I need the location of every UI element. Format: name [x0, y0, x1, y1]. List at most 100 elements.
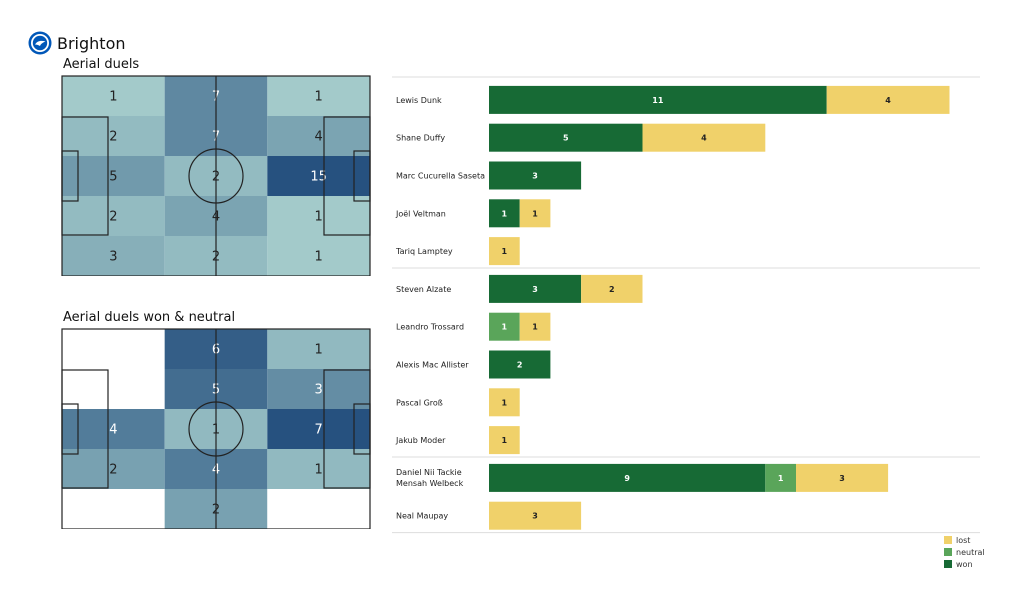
bar-value-label: 3: [532, 172, 538, 181]
heatmap-cell: [62, 196, 165, 236]
bar-segment-won: [489, 199, 520, 228]
heatmap-cell-value: 3: [109, 250, 117, 265]
aerial-duels-won-neutral-title: Aerial duels won & neutral: [63, 310, 236, 325]
bar-value-label: 11: [652, 96, 664, 105]
right-goal-box: [353, 150, 371, 202]
heatmap-cell-value: 2: [109, 463, 117, 478]
player-name-line: Marc Cucurella Saseta: [396, 172, 485, 181]
player-name-label: Neal Maupay: [396, 512, 448, 521]
bar-segment-lost: [581, 274, 643, 303]
aerial-duels-won-neutral-heatmap: 61534172412: [61, 328, 371, 529]
legend-swatch-won: [944, 560, 952, 568]
heatmap-cell-value: 2: [109, 210, 117, 225]
heatmap-cell: [62, 116, 165, 156]
bar-value-label: 3: [839, 474, 845, 483]
heatmap-cell-value: 7: [315, 423, 323, 438]
bar-value-label: 1: [532, 323, 538, 332]
heatmap-cell: [267, 156, 370, 196]
heatmap-cell: [62, 489, 165, 529]
team-header: Brighton: [28, 30, 126, 56]
bar-segment-won: [489, 85, 827, 114]
heatmap-cell: [267, 196, 370, 236]
heatmap-cell-value: 1: [109, 90, 117, 105]
right-goal-box: [353, 403, 371, 455]
left-goal-box: [61, 150, 79, 202]
bar-segment-lost: [826, 85, 950, 114]
player-name-line: Pascal Groß: [396, 398, 443, 407]
bar-segment-lost: [489, 426, 520, 455]
heatmap-cell-value: 2: [109, 130, 117, 145]
chart-legend: lost neutral won: [944, 534, 985, 570]
heatmap-cell: [267, 489, 370, 529]
heatmap-cell-value: 4: [315, 130, 323, 145]
player-name-line: Joël Veltman: [395, 209, 446, 218]
legend-item-won: won: [944, 558, 985, 570]
player-name-line: Tariq Lamptey: [395, 247, 453, 256]
bar-value-label: 1: [502, 247, 508, 256]
legend-label-won: won: [956, 559, 973, 569]
bar-segment-lost: [489, 237, 520, 266]
bar-value-label: 9: [624, 474, 630, 483]
player-name-line: Alexis Mac Allister: [396, 361, 469, 370]
heatmap-cell: [62, 156, 165, 196]
legend-item-neutral: neutral: [944, 546, 985, 558]
heatmap-cell-value: 1: [315, 210, 323, 225]
legend-swatch-lost: [944, 536, 952, 544]
heatmap-cell-value: 4: [109, 423, 117, 438]
player-name-line: Leandro Trossard: [396, 323, 464, 332]
player-name-line: Steven Alzate: [396, 285, 451, 294]
player-name-line: Mensah Welbeck: [396, 479, 464, 488]
bar-segment-won: [489, 161, 582, 190]
bar-segment-neutral: [765, 463, 796, 492]
bar-segment-neutral: [489, 312, 520, 341]
heatmap-cell: [62, 449, 165, 489]
player-name-label: Steven Alzate: [396, 285, 451, 294]
bar-value-label: 2: [517, 361, 523, 370]
heatmap-cell: [62, 329, 165, 369]
player-name-label: Daniel Nii Tackie Mensah Welbeck: [396, 468, 464, 488]
bar-segment-lost: [519, 312, 551, 341]
heatmap-cell-value: 15: [310, 170, 327, 185]
heatmap-cell: [267, 329, 370, 369]
heatmap-cell-value: 1: [315, 250, 323, 265]
legend-label-neutral: neutral: [956, 547, 985, 557]
player-name-label: Lewis Dunk: [396, 96, 442, 105]
center-circle: [188, 401, 244, 457]
heatmap-cell: [62, 236, 165, 276]
heatmap-cell: [267, 116, 370, 156]
left-goal-box: [61, 403, 79, 455]
bar-value-label: 1: [502, 398, 508, 407]
player-name-label: Joël Veltman: [395, 209, 446, 218]
legend-swatch-neutral: [944, 548, 952, 556]
player-name-label: Alexis Mac Allister: [396, 361, 469, 370]
heatmap-cell: [267, 409, 370, 449]
player-name-label: Pascal Groß: [396, 398, 443, 407]
legend-item-lost: lost: [944, 534, 985, 546]
heatmap-cell: [62, 409, 165, 449]
bar-value-label: 1: [502, 323, 508, 332]
player-name-label: Jakub Moder: [395, 436, 446, 445]
bar-value-label: 5: [563, 134, 569, 143]
player-name-line: Lewis Dunk: [396, 96, 442, 105]
heatmap-cell: [62, 369, 165, 409]
bar-segment-lost: [489, 501, 582, 530]
player-name-line: Jakub Moder: [395, 436, 446, 445]
player-name-label: Marc Cucurella Saseta: [396, 172, 485, 181]
player-name-label: Shane Duffy: [396, 134, 445, 143]
aerial-duels-title: Aerial duels: [63, 57, 140, 72]
heatmap-cell-value: 1: [315, 90, 323, 105]
team-name: Brighton: [57, 33, 126, 53]
bar-segment-lost: [796, 463, 889, 492]
heatmap-cell-value: 3: [315, 383, 323, 398]
heatmap-cell: [267, 449, 370, 489]
heatmap-cell-value: 1: [315, 463, 323, 478]
bar-segment-lost: [519, 199, 551, 228]
bar-value-label: 1: [778, 474, 784, 483]
aerial-duels-heatmap: 1712745215241321: [61, 75, 371, 276]
center-circle: [188, 148, 244, 204]
brighton-crest-icon: [28, 31, 52, 55]
bar-value-label: 3: [532, 285, 538, 294]
bar-value-label: 3: [532, 512, 538, 521]
bar-segment-won: [489, 463, 766, 492]
bar-segment-won: [489, 350, 551, 379]
